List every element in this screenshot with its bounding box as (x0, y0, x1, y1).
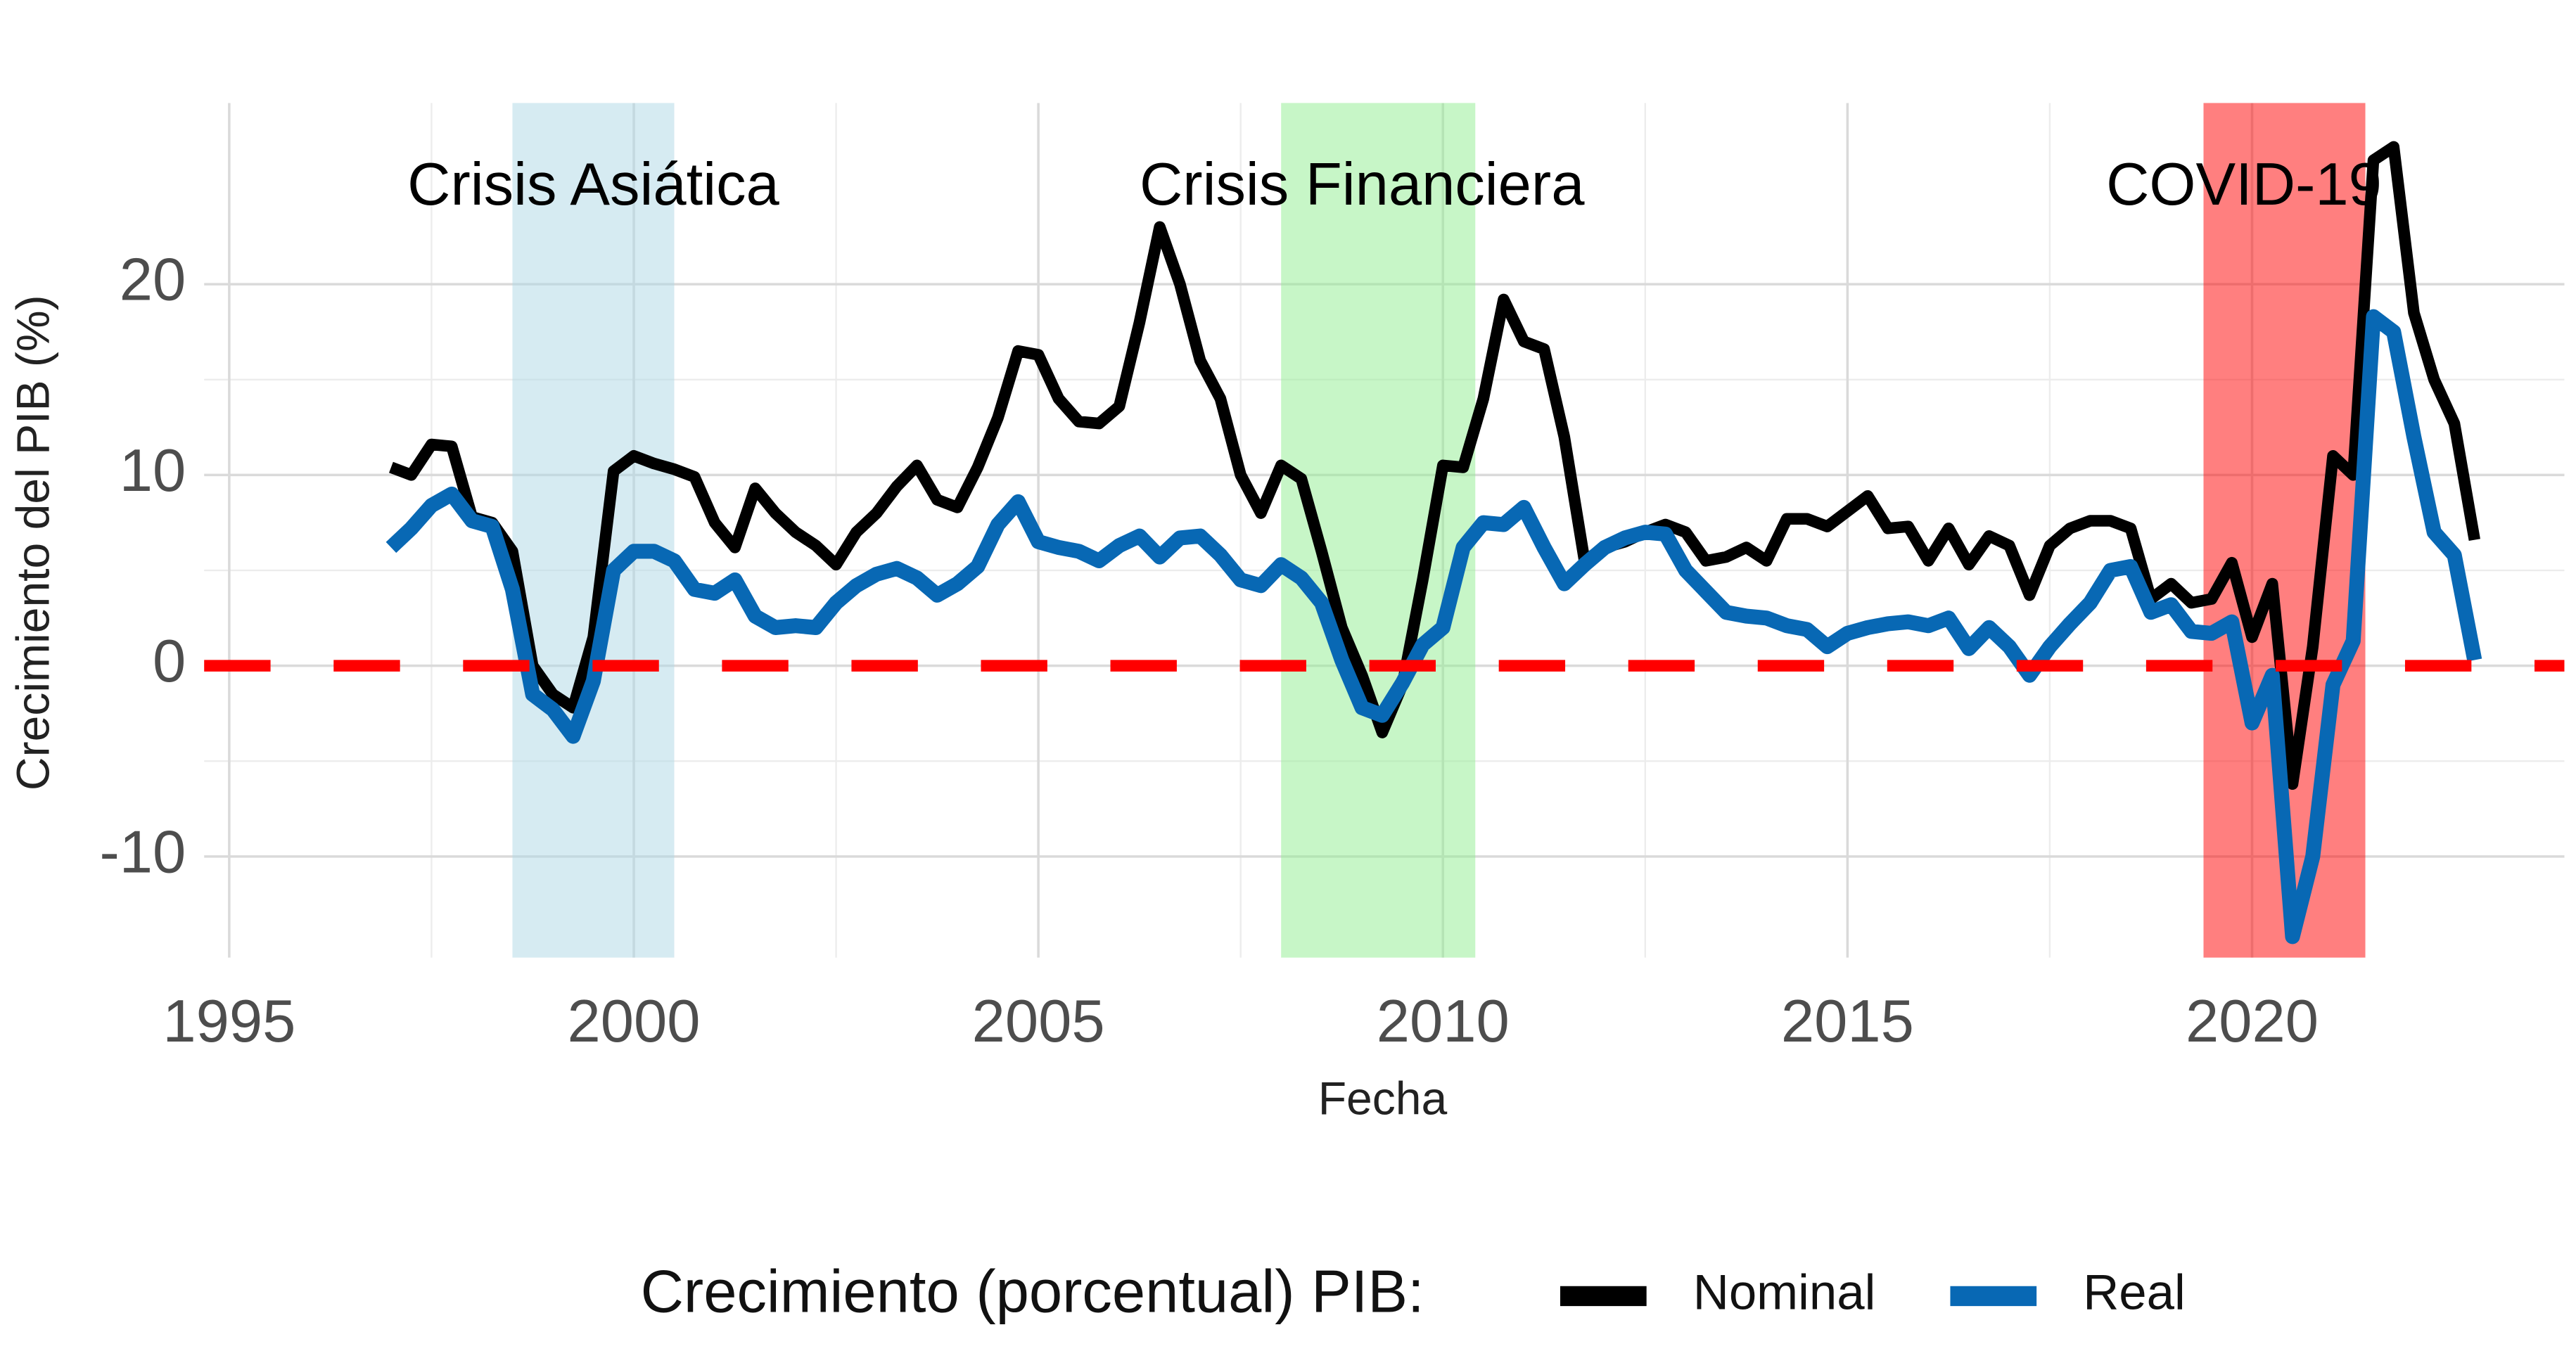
shaded-region (512, 103, 675, 958)
legend-label: Real (2083, 1264, 2186, 1320)
legend-title: Crecimiento (porcentual) PIB: (641, 1257, 1424, 1324)
y-tick-label: 20 (120, 246, 186, 313)
legend-label: Nominal (1693, 1264, 1876, 1320)
y-tick-label: 10 (120, 437, 186, 504)
x-tick-label: 2010 (1377, 987, 1510, 1054)
annotation: COVID-19 (2106, 151, 2382, 217)
annotation: Crisis Asiática (407, 151, 779, 217)
y-axis-title: Crecimiento del PIB (%) (6, 295, 58, 790)
x-tick-label: 2005 (972, 987, 1105, 1054)
y-tick-label: -10 (100, 818, 186, 885)
line-series (389, 141, 2480, 790)
x-axis-title: Fecha (1318, 1072, 1448, 1124)
x-tick-label: 2015 (1781, 987, 1914, 1054)
x-tick-label: 2020 (2186, 987, 2319, 1054)
annotation: Crisis Financiera (1140, 151, 1585, 217)
line-series (385, 309, 2482, 945)
y-tick-label: 0 (153, 627, 186, 694)
x-tick-label: 1995 (162, 987, 295, 1054)
x-tick-label: 2000 (568, 987, 701, 1054)
